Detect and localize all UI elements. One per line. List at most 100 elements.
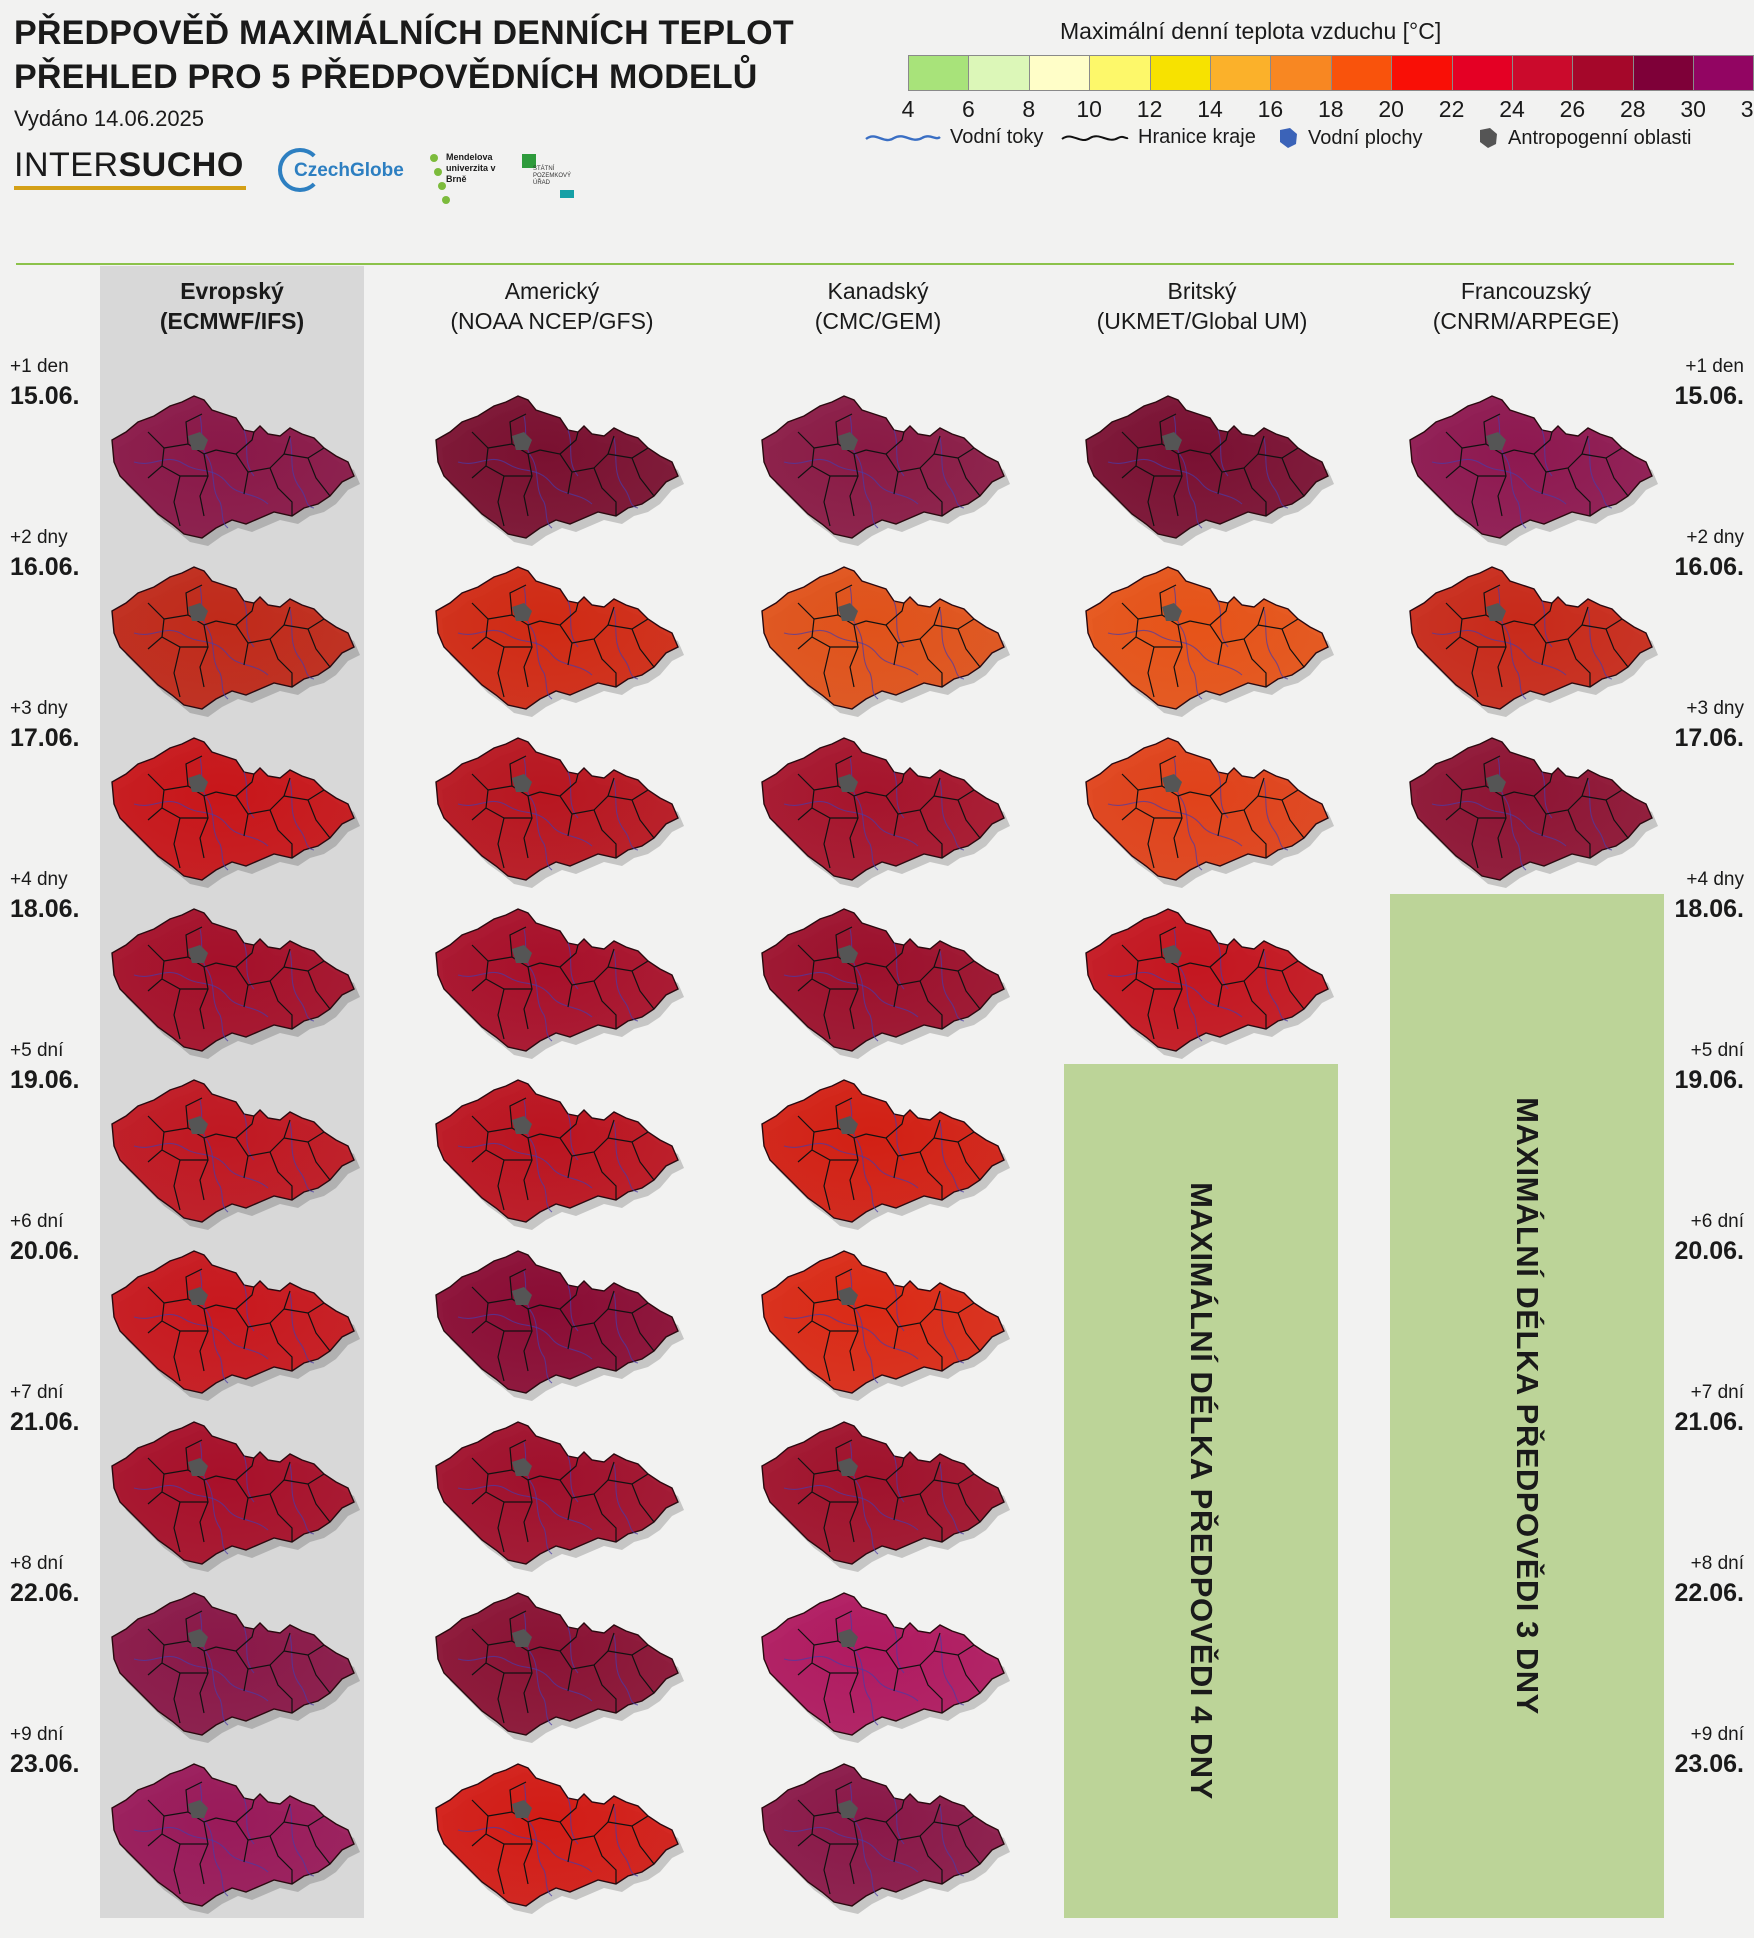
spu-square-icon xyxy=(522,154,536,168)
forecast-map xyxy=(754,1076,1010,1230)
day-date: 16.06. xyxy=(10,553,80,581)
day-date: 21.06. xyxy=(1674,1408,1744,1436)
czech-map-shape xyxy=(1085,395,1334,546)
model-name: Evropský xyxy=(180,278,284,304)
day-label-right: +6 dní 20.06. xyxy=(1624,1211,1744,1266)
czech-map-shape xyxy=(761,1250,1010,1401)
legend-tick-label: 8 xyxy=(1022,96,1036,122)
forecast-map xyxy=(104,1076,360,1230)
forecast-map xyxy=(428,563,684,717)
issued-date: Vydáno 14.06.2025 xyxy=(14,106,205,131)
legend-item-rivers: Vodní toky xyxy=(864,126,1043,149)
forecast-map xyxy=(104,734,360,888)
day-date: 23.06. xyxy=(1674,1750,1744,1778)
forecast-map xyxy=(754,1760,1010,1914)
czech-map-shape xyxy=(111,566,360,717)
day-label-right: +8 dní 22.06. xyxy=(1624,1553,1744,1608)
forecast-map xyxy=(104,392,360,546)
legend-swatch xyxy=(1271,55,1332,91)
czech-map-shape xyxy=(761,1592,1010,1743)
day-label-right: +9 dní 23.06. xyxy=(1624,1724,1744,1779)
day-date: 23.06. xyxy=(10,1750,80,1778)
forecast-map xyxy=(428,1589,684,1743)
border-line-icon xyxy=(1061,134,1129,141)
forecast-map xyxy=(1078,392,1334,546)
day-offset: +4 dny xyxy=(10,869,68,890)
czech-map-shape xyxy=(111,395,360,546)
czech-map-shape xyxy=(435,737,684,888)
day-date: 20.06. xyxy=(1674,1237,1744,1265)
day-offset: +6 dní xyxy=(1690,1211,1744,1232)
legend-swatch xyxy=(1633,55,1695,91)
forecast-map xyxy=(754,563,1010,717)
day-offset: +8 dní xyxy=(1690,1553,1744,1574)
legend-swatch xyxy=(1090,55,1151,91)
legend-label-urban: Antropogenní oblasti xyxy=(1508,126,1692,149)
day-offset: +3 dny xyxy=(1686,698,1744,719)
forecast-map xyxy=(1402,734,1658,888)
day-label-right: +3 dny 17.06. xyxy=(1624,698,1744,753)
legend-colorbar xyxy=(908,55,1754,91)
czech-map-shape xyxy=(761,1421,1010,1572)
header-divider xyxy=(16,263,1734,265)
czechglobe-logo-text: CzechGlobe xyxy=(294,160,404,181)
legend-item-borders: Hranice kraje xyxy=(1060,126,1256,149)
legend-tick-label: 20 xyxy=(1378,96,1404,122)
legend-swatch xyxy=(908,55,970,91)
forecast-map xyxy=(1402,392,1658,546)
legend-ticks: 4 6 8 10 12 14 16 18 20 22 24 26 28 30 32 xyxy=(0,96,1754,124)
day-label-right: +1 den 15.06. xyxy=(1624,356,1744,411)
day-offset: +3 dny xyxy=(10,698,68,719)
no-forecast-box-arpege: MAXIMÁLNÍ DÉLKA PŘEDPOVĚDI 3 DNY xyxy=(1390,894,1664,1918)
model-code: (ECMWF/IFS) xyxy=(159,308,305,334)
czech-map-shape xyxy=(435,566,684,717)
model-name: Britský xyxy=(1167,278,1237,304)
forecast-map xyxy=(754,1589,1010,1743)
legend-label-borders: Hranice kraje xyxy=(1138,126,1256,148)
legend-tick-label: 24 xyxy=(1499,96,1525,122)
day-offset: +7 dní xyxy=(10,1382,64,1403)
czech-map-shape xyxy=(1409,737,1658,888)
day-offset: +8 dní xyxy=(10,1553,64,1574)
czech-map-shape xyxy=(111,1592,360,1743)
legend-tick-label: 10 xyxy=(1076,96,1102,122)
day-date: 17.06. xyxy=(10,724,80,752)
legend-swatch xyxy=(1694,55,1754,91)
czech-map-shape xyxy=(1085,908,1334,1059)
day-date: 20.06. xyxy=(10,1237,80,1265)
day-date: 22.06. xyxy=(10,1579,80,1607)
legend-tick-label: 18 xyxy=(1318,96,1344,122)
spu-logo: STÁTNÍ POZEMKOVÝ ÚŘAD xyxy=(522,152,582,202)
czech-map-shape xyxy=(111,1250,360,1401)
czech-map-shape xyxy=(1409,395,1658,546)
day-offset: +5 dní xyxy=(10,1040,64,1061)
forecast-map xyxy=(1402,563,1658,717)
day-label-left: +7 dní 21.06. xyxy=(10,1382,130,1437)
forecast-map xyxy=(754,734,1010,888)
legend-swatch xyxy=(1573,55,1634,91)
intersucho-logo-bar xyxy=(14,186,246,190)
czechglobe-logo: CzechGlobe xyxy=(278,148,418,194)
czech-map-shape xyxy=(435,908,684,1059)
model-header-gfs: Americký (NOAA NCEP/GFS) xyxy=(402,276,702,336)
model-name: Americký xyxy=(504,278,600,304)
no-forecast-text-arpege: MAXIMÁLNÍ DÉLKA PŘEDPOVĚDI 3 DNY xyxy=(1510,1097,1545,1715)
intersucho-logo: INTERSUCHO xyxy=(14,146,246,190)
no-forecast-box-ukmet: MAXIMÁLNÍ DÉLKA PŘEDPOVĚDI 4 DNY xyxy=(1064,1064,1338,1918)
day-offset: +9 dní xyxy=(1690,1724,1744,1745)
czech-map-shape xyxy=(435,395,684,546)
day-offset: +7 dní xyxy=(1690,1382,1744,1403)
legend-swatch xyxy=(1452,55,1513,91)
day-label-right: +4 dny 18.06. xyxy=(1624,869,1744,924)
legend-tick-label: 6 xyxy=(961,96,975,122)
day-date: 19.06. xyxy=(1674,1066,1744,1094)
forecast-map xyxy=(104,1418,360,1572)
day-date: 22.06. xyxy=(1674,1579,1744,1607)
legend-tick-label: 22 xyxy=(1438,96,1465,122)
forecast-map xyxy=(428,905,684,1059)
czech-map-shape xyxy=(1085,737,1334,888)
model-code: (CNRM/ARPEGE) xyxy=(1432,308,1620,334)
mendel-dot-icon xyxy=(434,168,442,176)
mendel-dot-icon xyxy=(438,182,446,190)
day-label-left: +4 dny 18.06. xyxy=(10,869,130,924)
